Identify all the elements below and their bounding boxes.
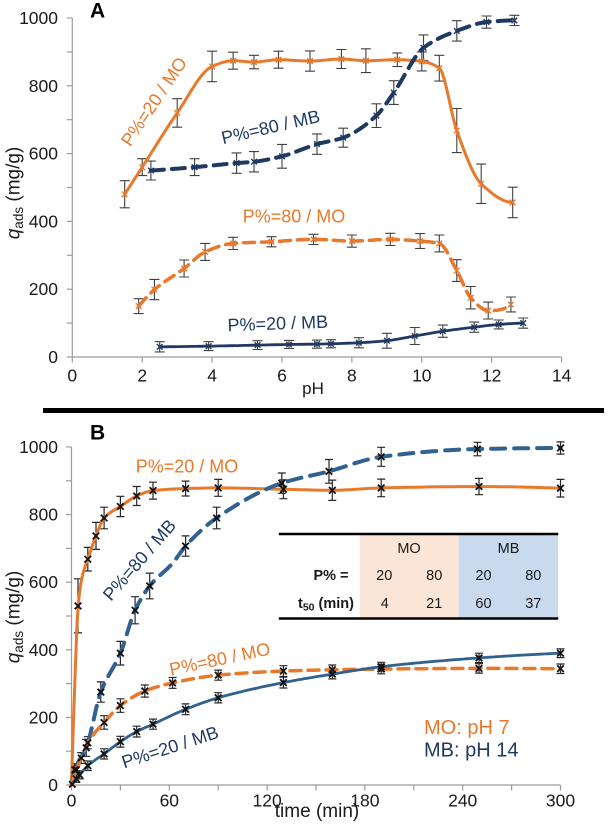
- svg-text:1000: 1000: [19, 8, 58, 28]
- svg-text:B: B: [90, 422, 105, 445]
- svg-text:MO: MO: [397, 541, 420, 557]
- svg-text:2: 2: [137, 366, 147, 386]
- svg-text:P% =: P% =: [313, 568, 348, 584]
- svg-text:0: 0: [48, 775, 58, 795]
- svg-text:P%=20 / MO: P%=20 / MO: [136, 457, 239, 477]
- svg-text:pH: pH: [302, 379, 324, 398]
- svg-text:21: 21: [426, 596, 442, 612]
- svg-text:400: 400: [29, 640, 58, 660]
- svg-text:600: 600: [29, 572, 58, 592]
- svg-text:MO: pH 7: MO: pH 7: [424, 717, 510, 739]
- svg-text:14: 14: [552, 366, 572, 386]
- svg-text:P%=80 / MO: P%=80 / MO: [243, 207, 346, 227]
- svg-text:t50 (min): t50 (min): [298, 596, 354, 614]
- svg-text:qads (mg/g): qads (mg/g): [4, 147, 27, 240]
- svg-text:20: 20: [475, 568, 491, 584]
- svg-text:0: 0: [67, 366, 77, 386]
- svg-text:60: 60: [160, 791, 180, 811]
- svg-text:300: 300: [546, 791, 575, 811]
- svg-text:0: 0: [67, 791, 77, 811]
- svg-text:80: 80: [426, 568, 442, 584]
- svg-text:0: 0: [48, 347, 58, 367]
- svg-text:800: 800: [29, 76, 58, 96]
- svg-text:qads (mg/g): qads (mg/g): [4, 571, 27, 664]
- svg-text:10: 10: [412, 366, 432, 386]
- svg-text:800: 800: [29, 505, 58, 525]
- svg-text:6: 6: [277, 366, 287, 386]
- svg-text:400: 400: [29, 211, 58, 231]
- svg-text:4: 4: [381, 596, 389, 612]
- svg-text:600: 600: [29, 144, 58, 164]
- svg-text:MB: MB: [498, 541, 520, 557]
- svg-text:240: 240: [448, 791, 477, 811]
- svg-text:A: A: [90, 0, 105, 23]
- svg-text:180: 180: [350, 791, 379, 811]
- svg-text:MB: pH 14: MB: pH 14: [424, 740, 518, 762]
- svg-text:8: 8: [347, 366, 357, 386]
- svg-text:120: 120: [252, 791, 281, 811]
- svg-text:4: 4: [207, 366, 217, 386]
- svg-text:1000: 1000: [19, 437, 58, 457]
- svg-text:37: 37: [525, 596, 541, 612]
- svg-text:20: 20: [376, 568, 392, 584]
- svg-text:60: 60: [475, 596, 491, 612]
- svg-text:200: 200: [29, 279, 58, 299]
- svg-text:time (min): time (min): [275, 801, 359, 822]
- svg-text:80: 80: [525, 568, 541, 584]
- svg-text:12: 12: [482, 366, 501, 386]
- svg-text:P%=20 / MB: P%=20 / MB: [227, 312, 328, 335]
- svg-text:200: 200: [29, 707, 58, 727]
